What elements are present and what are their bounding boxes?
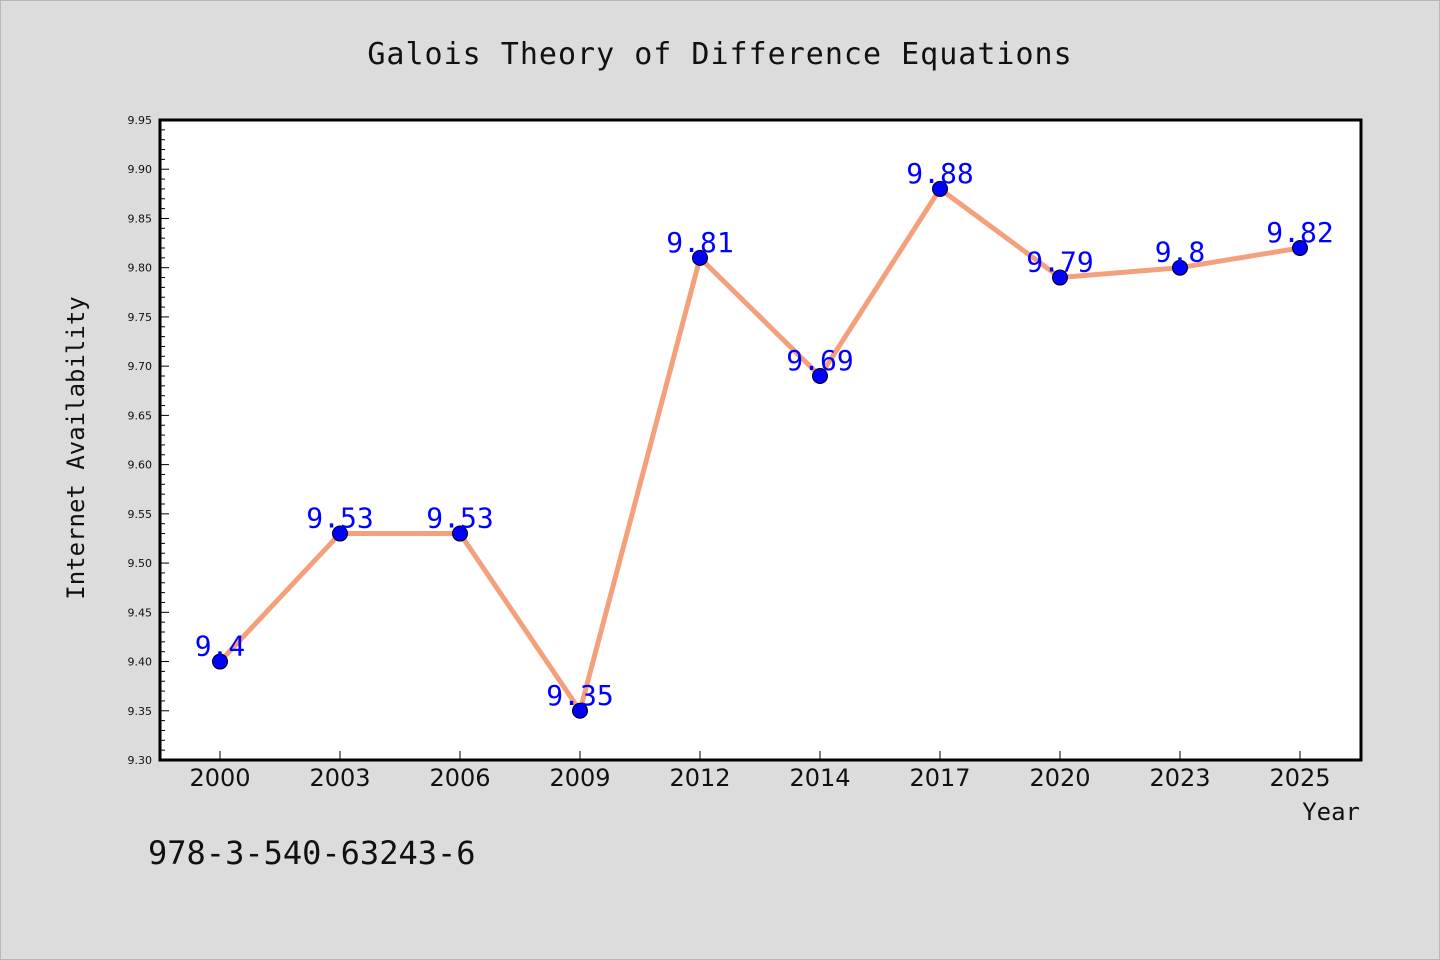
y-tick-label: 9.60 xyxy=(128,459,153,472)
data-label: 9.82 xyxy=(1266,216,1333,249)
series-markers xyxy=(212,180,1308,719)
data-label: 9.35 xyxy=(546,679,613,712)
y-tick-label: 9.35 xyxy=(128,705,153,718)
x-tick-label: 2000 xyxy=(189,764,250,792)
data-point-marker xyxy=(932,180,948,197)
y-tick-label: 9.70 xyxy=(128,360,153,373)
y-tick-label: 9.55 xyxy=(128,508,153,521)
series-line-path xyxy=(217,186,1303,714)
data-point-marker xyxy=(692,249,708,266)
data-label: 9.88 xyxy=(906,157,973,190)
x-tick-label: 2009 xyxy=(549,764,610,792)
x-tick-label: 2003 xyxy=(309,764,370,792)
data-label: 9.8 xyxy=(1155,236,1206,269)
y-tick-label: 9.65 xyxy=(128,409,153,422)
data-label: 9.69 xyxy=(786,344,853,377)
data-point-marker xyxy=(812,368,828,384)
x-tick-label: 2025 xyxy=(1269,764,1330,792)
y-axis-ticks: 9.30 9.35 9.40 9.45 9.50 9.55 9.60 9.65 9.70 9.75… xyxy=(128,114,169,767)
data-point-marker xyxy=(332,525,348,542)
y-tick-label: 9.85 xyxy=(128,212,153,225)
y-tick-label: 9.50 xyxy=(128,557,153,570)
plot-area xyxy=(160,120,1361,760)
x-axis-ticks: 2000 2003 2006 2009 2012 2014 2017 2020 2023 2025 xyxy=(189,751,1331,792)
data-label: 9.4 xyxy=(195,630,246,663)
data-point-marker xyxy=(212,653,228,670)
data-point-marker xyxy=(1292,240,1308,256)
series-line xyxy=(217,186,1303,714)
y-tick-label: 9.30 xyxy=(128,754,153,767)
data-label: 9.81 xyxy=(666,226,733,259)
data-label: 9.53 xyxy=(426,502,493,535)
y-tick-label: 9.90 xyxy=(128,163,153,176)
data-point-marker xyxy=(1052,269,1068,286)
y-tick-label: 9.45 xyxy=(128,606,153,619)
y-tick-label: 9.95 xyxy=(128,114,153,127)
plot-border xyxy=(158,118,1363,762)
x-tick-label: 2017 xyxy=(909,764,970,792)
y-tick-label: 9.80 xyxy=(128,262,153,275)
y-axis-label: Internet Availability xyxy=(62,296,90,599)
x-axis-label: Year xyxy=(1302,798,1360,826)
y-tick-label: 9.40 xyxy=(128,656,153,669)
data-label: 9.53 xyxy=(306,502,373,535)
x-tick-label: 2014 xyxy=(789,764,850,792)
x-tick-label: 2012 xyxy=(669,764,730,792)
data-point-marker xyxy=(572,702,588,719)
isbn-footer: 978-3-540-63243-6 xyxy=(148,834,476,872)
y-tick-label: 9.75 xyxy=(128,311,153,324)
data-point-marker xyxy=(1172,259,1188,276)
chart-title: Galois Theory of Difference Equations xyxy=(367,37,1072,72)
data-labels: 9.4 9.53 9.53 9.35 9.81 9.69 9.88 9.79 9.8 9.82 xyxy=(195,157,1334,712)
data-point-marker xyxy=(452,525,468,542)
data-label: 9.79 xyxy=(1026,246,1093,279)
x-tick-label: 2023 xyxy=(1149,764,1210,792)
x-tick-label: 2020 xyxy=(1029,764,1090,792)
x-tick-label: 2006 xyxy=(429,764,490,792)
